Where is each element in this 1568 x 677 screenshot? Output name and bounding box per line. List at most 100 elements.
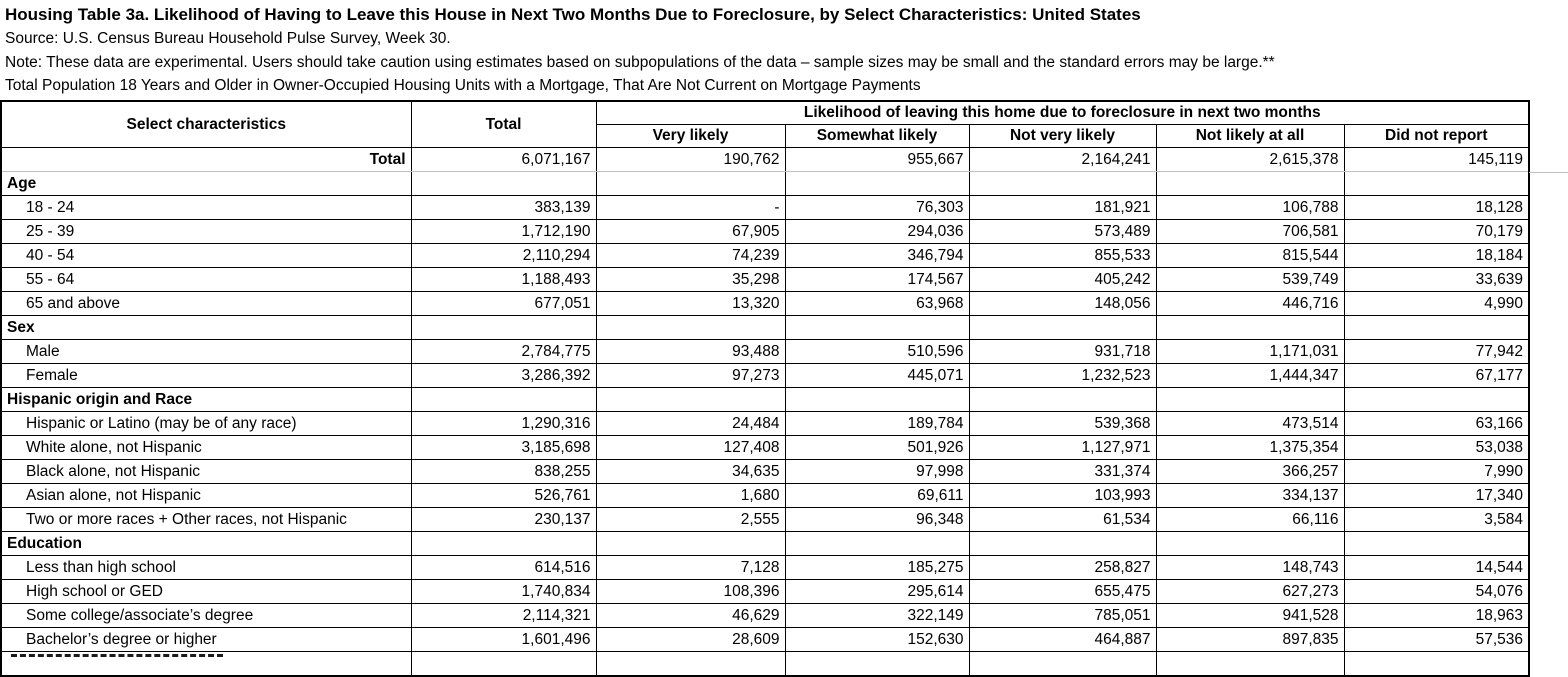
cell-value: 69,611 [784,483,970,508]
row-label: Black alone, not Hispanic [0,459,412,484]
cell-value [1343,171,1530,196]
cell-value: 526,761 [410,483,597,508]
cell-value: 18,963 [1343,603,1530,628]
cell-value: 148,743 [1155,555,1345,580]
cell-value: 53,038 [1343,435,1530,460]
cell-value: 815,544 [1155,243,1345,268]
cell-value: 258,827 [968,555,1157,580]
row-label: Male [0,339,412,364]
cell-value: 1,188,493 [410,267,597,292]
universe-line: Total Population 18 Years and Older in O… [5,77,921,94]
row-label: Some college/associate’s degree [0,603,412,628]
table-row: 18 - 24 383,139-76,303 181,921 106,788 18,12… [0,195,1530,220]
cell-value: 1,740,834 [410,579,597,604]
cell-value [1155,171,1345,196]
header-select-characteristics: Select characteristics [0,100,412,148]
cell-value: 473,514 [1155,411,1345,436]
row-label: Bachelor’s degree or higher [0,627,412,652]
cell-value: 152,630 [784,627,970,652]
cell-value: 97,273 [595,363,786,388]
table-row: 25 - 39 1,712,190 67,905 294,036 573,489 706,… [0,219,1530,244]
row-label: Age [0,171,412,196]
cell-value: 539,368 [968,411,1157,436]
table-row: Hispanic or Latino (may be of any race) 1… [0,411,1530,436]
column-header: Very likely [595,124,786,148]
cell-value [968,387,1157,412]
cell-value: 614,516 [410,555,597,580]
table-row: Black alone, not Hispanic 838,255 34,635 97… [0,459,1530,484]
cell-value: 57,536 [1343,627,1530,652]
cell-value: 7,990 [1343,459,1530,484]
cell-value [784,171,970,196]
cell-value: 33,639 [1343,267,1530,292]
cell-value [968,651,1157,676]
cell-value: 2,784,775 [410,339,597,364]
gray-gridline-extension [1529,172,1568,173]
cell-value: 70,179 [1343,219,1530,244]
cell-value [410,315,597,340]
cell-value: 2,555 [595,507,786,532]
cell-value: 63,968 [784,291,970,316]
cell-value: 383,139 [410,195,597,220]
cell-value: 14,544 [1343,555,1530,580]
header-block: Housing Table 3a. Likelihood of Having t… [0,0,1568,98]
cell-value: 510,596 [784,339,970,364]
clipped-row [0,651,1530,676]
cell-value: 334,137 [1155,483,1345,508]
cell-value [1155,651,1345,676]
row-label: White alone, not Hispanic [0,435,412,460]
cell-value [1155,315,1345,340]
cell-value: 148,056 [968,291,1157,316]
table-row: Bachelor’s degree or higher 1,601,496 28,6… [0,627,1530,652]
cell-value: 145,119 [1343,147,1530,172]
cell-value: 97,998 [784,459,970,484]
cell-value [595,531,786,556]
cell-value: 2,110,294 [410,243,597,268]
cell-value: 405,242 [968,267,1157,292]
cell-value: 18,128 [1343,195,1530,220]
cell-value: 2,114,321 [410,603,597,628]
cell-value: 955,667 [784,147,970,172]
cell-value: 189,784 [784,411,970,436]
cell-value: 677,051 [410,291,597,316]
cell-value: 66,116 [1155,507,1345,532]
cell-value: 501,926 [784,435,970,460]
cell-value: 4,990 [1343,291,1530,316]
cell-value: 897,835 [1155,627,1345,652]
cell-value: 103,993 [968,483,1157,508]
cell-value: 67,177 [1343,363,1530,388]
subheader-row: Very likely Somewhat likely Not very likel… [1,124,1530,148]
page-title: Housing Table 3a. Likelihood of Having t… [5,5,1141,24]
cell-value: 77,942 [1343,339,1530,364]
cell-value [595,315,786,340]
cell-value: 706,581 [1155,219,1345,244]
cell-value: 76,303 [784,195,970,220]
cell-value [1155,387,1345,412]
cell-value: 931,718 [968,339,1157,364]
cell-value [595,651,786,676]
cell-value [595,387,786,412]
table-row: Two or more races + Other races, not His… [0,507,1530,532]
cell-value: - [595,195,786,220]
row-label: Education [0,531,412,556]
cell-value: 1,601,496 [410,627,597,652]
cell-value: 655,475 [968,579,1157,604]
cell-value: 1,375,354 [1155,435,1345,460]
cell-value: 2,615,378 [1155,147,1345,172]
row-label: Asian alone, not Hispanic [0,483,412,508]
table-body: Total 6,071,167 190,762 955,667 2,164,241 2,6… [0,147,1530,676]
cell-value: 181,921 [968,195,1157,220]
cell-value [1343,531,1530,556]
cell-value: 1,680 [595,483,786,508]
cell-value [784,651,970,676]
cell-value: 190,762 [595,147,786,172]
cell-value [410,531,597,556]
cell-value: 63,166 [1343,411,1530,436]
table-header: Select characteristics Total Likelihood … [0,100,1530,148]
table-row: Male 2,784,775 93,488 510,596 931,718 1,171,0… [0,339,1530,364]
table-row: High school or GED 1,740,834 108,396 295,61… [0,579,1530,604]
cell-value: 294,036 [784,219,970,244]
cell-value: 1,444,347 [1155,363,1345,388]
cell-value [784,387,970,412]
cell-value: 1,712,190 [410,219,597,244]
